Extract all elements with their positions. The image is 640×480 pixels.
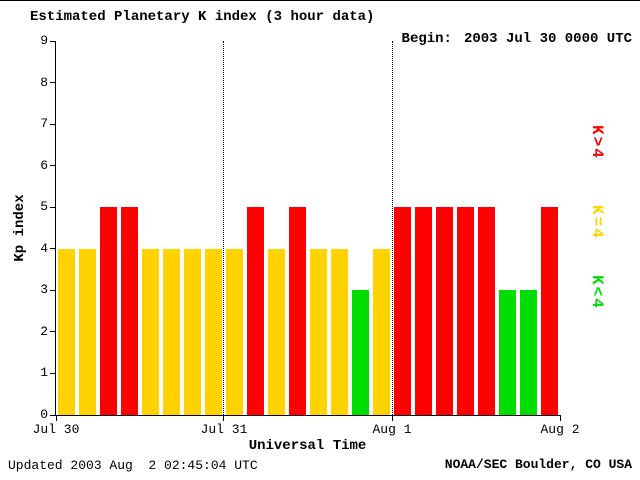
x-tick-mark — [55, 415, 57, 421]
kp-bar — [394, 207, 411, 415]
x-tick-mark — [391, 415, 393, 421]
begin-label: Begin: — [401, 31, 452, 47]
y-tick-label: 3 — [40, 282, 48, 298]
y-tick-mark — [50, 414, 56, 416]
y-tick-mark — [50, 165, 56, 167]
kp-bar — [373, 248, 390, 415]
kp-bar — [205, 248, 222, 415]
kp-bar — [121, 207, 138, 415]
kp-bar — [540, 207, 558, 415]
y-tick-label: 4 — [40, 240, 48, 256]
kp-bar — [142, 248, 159, 415]
kp-bar — [436, 207, 453, 415]
kp-bar — [162, 248, 180, 415]
kp-bar — [100, 207, 117, 415]
kp-bar — [268, 248, 285, 415]
kp-bar — [79, 248, 96, 415]
credit-text: NOAA/SEC Boulder, CO USA — [444, 457, 632, 472]
kp-bar — [352, 290, 369, 415]
updated-timestamp: Updated 2003 Aug 2 02:45:04 UTC — [8, 458, 258, 473]
chart-title: Estimated Planetary K index (3 hour data… — [30, 9, 375, 25]
legend-item-eq4: K=4 — [588, 205, 606, 240]
y-tick-mark — [50, 123, 56, 125]
plot-area: 0 1 2 3 4 5 6 7 8 9 Jul 30 Jul 31 Aug 1 Aug 2 — [33, 33, 580, 437]
x-axis-label: Universal Time — [248, 438, 367, 454]
y-tick-label: 1 — [40, 365, 48, 381]
kp-bar — [499, 290, 516, 415]
day-boundary-gridline — [223, 41, 225, 415]
x-tick-label: Aug 2 — [540, 422, 580, 437]
y-tick-mark — [50, 40, 56, 42]
x-tick-mark — [559, 415, 561, 421]
y-tick-label: 0 — [40, 407, 48, 422]
x-tick-label: Aug 1 — [372, 422, 412, 437]
kp-bar — [246, 207, 264, 415]
kp-bar — [57, 248, 75, 415]
kp-bar — [184, 248, 201, 415]
y-tick-label: 7 — [40, 116, 48, 132]
y-tick-label: 9 — [40, 33, 48, 48]
y-tick-label: 5 — [40, 199, 48, 215]
kp-bar — [457, 207, 474, 415]
kp-bar — [477, 207, 495, 415]
y-tick-mark — [50, 82, 56, 84]
x-tick-label: Jul 31 — [200, 422, 248, 437]
y-tick-mark — [50, 289, 56, 291]
x-tick-label: Jul 30 — [32, 422, 80, 437]
kp-bar — [310, 248, 327, 415]
begin-value: 2003 Jul 30 0000 UTC — [463, 31, 632, 47]
legend-item-lt4: K<4 — [588, 275, 606, 310]
kp-bar — [520, 290, 537, 415]
y-tick-mark — [50, 248, 56, 250]
kp-bar — [289, 207, 306, 415]
y-tick-label: 2 — [40, 323, 48, 339]
y-tick-label: 8 — [40, 74, 48, 90]
day-boundary-gridline — [391, 41, 393, 415]
legend-item-gt4: K>4 — [588, 125, 606, 160]
kp-bar — [331, 248, 348, 415]
begin-time: Begin: 2003 Jul 30 0000 UTC — [368, 15, 632, 63]
kp-bar — [414, 207, 432, 415]
y-tick-label: 6 — [40, 157, 48, 173]
y-tick-mark — [50, 372, 56, 374]
y-tick-mark — [50, 206, 56, 208]
kp-bar — [226, 248, 243, 415]
x-tick-mark — [223, 415, 225, 421]
y-tick-mark — [50, 331, 56, 333]
